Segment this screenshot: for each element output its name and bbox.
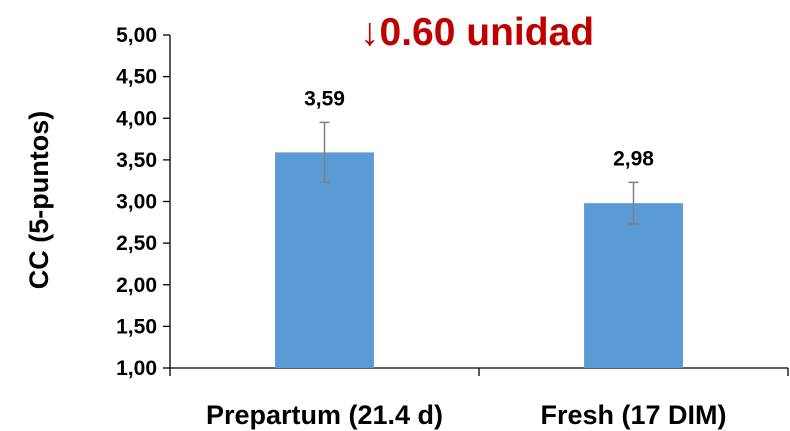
bars — [275, 152, 683, 368]
y-tick-label: 5,00 — [116, 24, 157, 47]
y-tick-label: 1,00 — [116, 357, 157, 380]
data-label: 3,59 — [304, 87, 345, 110]
category-label: Fresh (17 DIM) — [540, 400, 726, 430]
y-tick-label: 2,00 — [116, 274, 157, 297]
y-tick-label: 1,50 — [116, 315, 157, 338]
data-labels: 3,59 2,98 — [304, 87, 654, 170]
error-bars — [319, 121, 639, 225]
bar — [275, 152, 374, 368]
y-axis-ticks: 1,00 1,50 2,00 2,50 3,00 3,50 4,00 4,50 5,00 — [116, 24, 170, 380]
bar — [584, 203, 683, 368]
axes — [169, 35, 789, 376]
x-axis-labels: Prepartum (21.4 d) Fresh (17 DIM) — [206, 400, 727, 430]
y-axis-title: CC (5-puntos) — [24, 111, 54, 289]
y-tick-label: 3,00 — [116, 191, 157, 214]
y-tick-label: 4,50 — [116, 66, 157, 89]
data-label: 2,98 — [613, 147, 654, 170]
y-tick-label: 2,50 — [116, 232, 157, 255]
category-label: Prepartum (21.4 d) — [206, 400, 443, 430]
difference-annotation: ↓0.60 unidad — [360, 11, 594, 54]
y-tick-label: 4,00 — [116, 107, 157, 130]
y-tick-label: 3,50 — [116, 149, 157, 172]
